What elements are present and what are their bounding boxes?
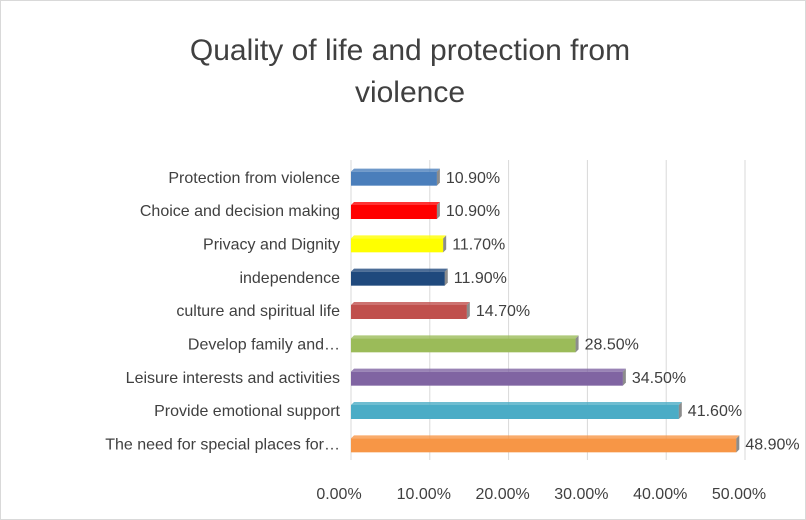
bar-top (351, 235, 447, 239)
bar-side (443, 235, 447, 253)
data-label: 41.60% (688, 403, 742, 420)
x-tick-label: 50.00% (712, 486, 766, 503)
x-tick-label: 10.00% (397, 486, 451, 503)
x-tick-label: 30.00% (554, 486, 608, 503)
y-tick-label: Provide emotional support (154, 403, 340, 420)
bar-top (351, 302, 470, 305)
bar-top (351, 435, 740, 439)
bar (351, 371, 623, 386)
bar-side (622, 368, 626, 386)
y-tick-label: Protection from violence (168, 170, 340, 187)
bar (351, 205, 437, 219)
x-tick-label: 0.00% (316, 486, 361, 503)
bar-side (436, 202, 440, 219)
bar-top (351, 202, 440, 205)
bar-side (575, 335, 579, 353)
y-tick-label: The need for special places for… (105, 437, 340, 454)
chart-title: Quality of life and protection from viol… (189, 34, 631, 109)
y-tick-label: Choice and decision making (140, 203, 340, 220)
bar-side (466, 302, 470, 319)
y-tick-label: culture and spiritual life (176, 303, 340, 320)
bar (351, 305, 467, 319)
data-label: 34.50% (632, 370, 686, 387)
bar-top (351, 335, 579, 339)
bar-side (436, 168, 440, 186)
bar (351, 238, 444, 253)
y-tick-label: Develop family and… (188, 337, 340, 354)
bar (351, 438, 737, 453)
bar-top (351, 368, 626, 372)
bar (351, 271, 445, 286)
data-label: 11.70% (452, 237, 505, 254)
bar-side (736, 435, 740, 453)
data-label: 10.90% (446, 170, 500, 187)
y-tick-label: Leisure interests and activities (126, 370, 340, 387)
bar (351, 405, 679, 419)
bar-top (351, 402, 682, 405)
data-label: 28.50% (585, 337, 639, 354)
data-label: 48.90% (745, 437, 799, 454)
bar (351, 171, 437, 186)
bar (351, 338, 576, 353)
x-tick-label: 20.00% (475, 486, 529, 503)
y-tick-label: independence (239, 270, 340, 287)
data-label: 14.70% (476, 303, 530, 320)
y-tick-label: Privacy and Dignity (203, 237, 340, 254)
bar-top (351, 168, 440, 172)
data-label: 10.90% (446, 203, 500, 220)
bar-side (678, 402, 682, 419)
bar-side (444, 268, 448, 286)
x-tick-label: 40.00% (633, 486, 687, 503)
data-label: 11.90% (454, 270, 507, 287)
bar-top (351, 268, 448, 272)
